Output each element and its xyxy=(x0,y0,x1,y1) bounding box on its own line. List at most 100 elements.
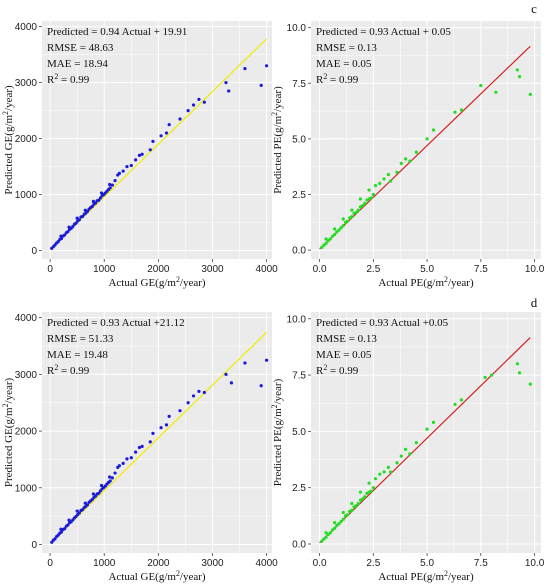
data-point xyxy=(378,472,382,476)
x-axis-label: Actual PE(g/m2/year) xyxy=(378,275,474,290)
data-point xyxy=(517,75,522,79)
data-point xyxy=(259,83,263,87)
data-point xyxy=(403,157,408,161)
data-point xyxy=(129,456,133,460)
y-axis-label: Predicted GE(g/m2/year) xyxy=(1,85,16,195)
data-point xyxy=(333,520,337,525)
y-tick-label: 7.5 xyxy=(292,79,306,90)
gridlines xyxy=(311,312,541,553)
x-tick-label: 3000 xyxy=(201,264,224,275)
x-tick-label: 1000 xyxy=(93,264,116,275)
panel-label: d xyxy=(531,295,538,310)
data-point xyxy=(186,401,190,405)
y-tick-label: 0.0 xyxy=(292,539,306,550)
data-point xyxy=(528,92,532,97)
data-point xyxy=(354,210,358,214)
data-point xyxy=(386,465,390,470)
data-point xyxy=(373,477,378,481)
data-point xyxy=(259,384,263,388)
data-point xyxy=(356,501,360,506)
data-point xyxy=(388,470,393,474)
data-point xyxy=(322,243,326,247)
data-point xyxy=(77,218,81,222)
y-tick-label: 4000 xyxy=(15,313,38,324)
data-point xyxy=(373,183,378,188)
data-point xyxy=(243,361,247,365)
data-point xyxy=(202,100,206,104)
data-point xyxy=(59,530,64,534)
annotation-text: RMSE = 48.63 xyxy=(47,42,114,54)
x-tick-label: 4000 xyxy=(255,264,278,275)
data-point xyxy=(350,215,354,219)
data-point xyxy=(399,161,403,165)
data-point xyxy=(83,208,87,212)
data-point xyxy=(75,509,79,513)
data-point xyxy=(264,64,269,68)
data-point xyxy=(90,204,94,208)
y-axis-label: Predicted PE(g/m2/year) xyxy=(270,378,285,486)
panel-4: 0.0 2.5 5.0 7.5 10.0 0.0 2.5 5.0 7.5 10.0 Actual P… xyxy=(270,295,545,583)
data-point xyxy=(117,171,121,175)
gridlines xyxy=(42,312,272,553)
data-point xyxy=(399,454,403,458)
panel-label: c xyxy=(531,1,537,16)
data-point xyxy=(167,414,171,418)
data-point xyxy=(431,420,436,424)
annotation-text: R2 = 0.99 xyxy=(47,72,90,87)
y-tick-label: 10.0 xyxy=(287,314,307,325)
y-tick-label: 2.5 xyxy=(292,190,306,201)
data-point xyxy=(191,394,196,398)
data-point xyxy=(125,165,129,169)
data-point xyxy=(324,531,328,535)
data-point xyxy=(134,158,138,162)
data-point xyxy=(113,179,117,183)
data-point xyxy=(326,532,330,537)
x-tick-label: 0.0 xyxy=(313,558,327,569)
data-point xyxy=(71,224,75,229)
data-point xyxy=(363,201,367,205)
data-points xyxy=(320,68,532,250)
data-point xyxy=(110,476,114,480)
panel-1: 0 1000 2000 3000 4000 0 1000 2000 3000 4000 Actual… xyxy=(1,21,278,289)
y-tick-label: 1000 xyxy=(15,190,38,201)
data-point xyxy=(159,134,163,138)
data-point xyxy=(350,508,354,512)
data-point xyxy=(345,219,350,223)
data-point xyxy=(363,495,367,499)
data-point xyxy=(67,518,71,522)
y-tick-label: 1000 xyxy=(15,483,38,494)
data-point xyxy=(339,226,343,230)
data-point xyxy=(80,214,85,219)
y-tick-label: 3000 xyxy=(15,370,38,381)
data-point xyxy=(358,490,363,494)
data-point xyxy=(97,198,101,202)
data-point xyxy=(66,523,70,527)
annotation-text: MAE = 19.48 xyxy=(47,349,108,361)
data-point xyxy=(386,172,390,177)
data-points xyxy=(50,358,269,544)
data-point xyxy=(408,159,412,163)
data-point xyxy=(227,89,231,93)
data-point xyxy=(408,452,412,456)
data-point xyxy=(337,228,341,232)
data-point xyxy=(517,371,522,375)
y-tick-label: 10.0 xyxy=(287,23,307,34)
data-point xyxy=(85,503,90,507)
data-point xyxy=(121,461,125,466)
data-point xyxy=(134,450,138,454)
data-point xyxy=(59,527,63,531)
data-point xyxy=(335,523,339,528)
data-point xyxy=(137,153,142,157)
data-point xyxy=(99,483,104,488)
x-tick-label: 10.0 xyxy=(525,558,545,569)
data-point xyxy=(74,221,78,225)
data-point xyxy=(129,163,133,168)
data-point xyxy=(322,537,326,541)
y-tick-label: 0.0 xyxy=(292,246,306,257)
data-points xyxy=(320,362,532,543)
y-tick-label: 2000 xyxy=(15,134,38,145)
data-point xyxy=(330,528,335,532)
annotation-text: Predicted = 0.93 Actual + 0.05 xyxy=(316,26,451,38)
data-point xyxy=(360,497,365,501)
